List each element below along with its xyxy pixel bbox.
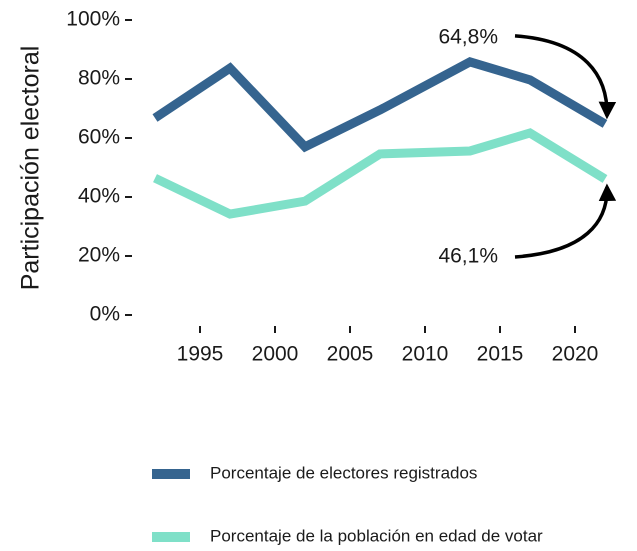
x-tick-label: 2020	[552, 343, 599, 366]
series-line	[152, 57, 608, 153]
y-tick-label: 0%	[90, 303, 120, 326]
y-tick-label: 80%	[78, 67, 120, 90]
series-line	[153, 128, 608, 219]
legend-swatch	[152, 469, 190, 479]
annotation: 64,8%	[438, 25, 498, 48]
x-tick-label: 2005	[327, 343, 374, 366]
y-tick-label: 100%	[66, 8, 120, 31]
x-tick-label: 1995	[177, 343, 224, 366]
y-tick-label: 20%	[78, 244, 120, 267]
x-tick-label: 2000	[252, 343, 299, 366]
y-axis-label: Participación electoral	[17, 46, 45, 291]
y-tick-label: 40%	[78, 185, 120, 208]
y-tick-label: 60%	[78, 126, 120, 149]
x-tick-label: 2015	[477, 343, 524, 366]
legend-label: Porcentaje de la población en edad de vo…	[210, 526, 543, 545]
annotation-arrow	[514, 183, 617, 259]
x-tick-label: 2010	[402, 343, 449, 366]
legend-label: Porcentaje de electores registrados	[210, 463, 477, 482]
legend-swatch	[152, 532, 190, 542]
annotation-arrow	[514, 34, 617, 120]
annotation: 46,1%	[438, 245, 498, 268]
